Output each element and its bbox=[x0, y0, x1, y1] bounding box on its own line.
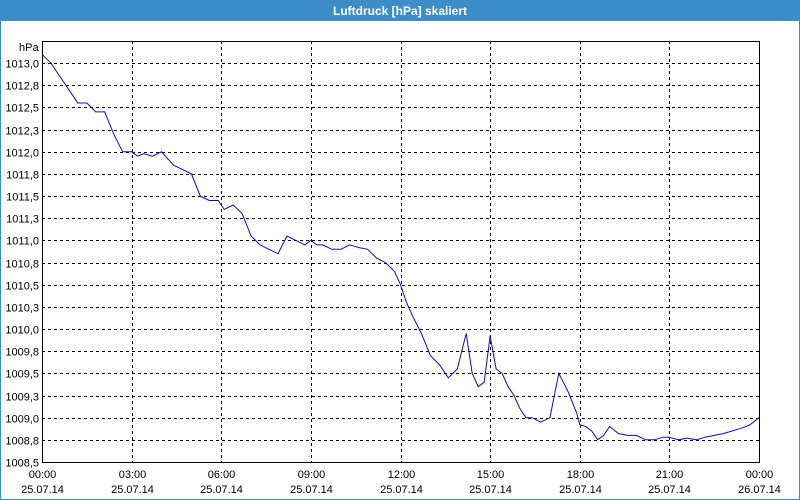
y-tick-label: 1011,8 bbox=[6, 170, 39, 182]
y-tick-label: 1011,0 bbox=[6, 236, 39, 248]
x-tick-date-label: 25.07.14 bbox=[469, 484, 512, 496]
y-tick-label: 1013,0 bbox=[5, 59, 39, 71]
x-tick-time-label: 03:00 bbox=[119, 469, 147, 481]
y-tick-label: 1012,3 bbox=[5, 126, 39, 138]
x-tick-time-label: 18:00 bbox=[567, 469, 595, 481]
y-axis-unit-label: hPa bbox=[19, 42, 39, 54]
y-axis-ticks: 1008,5 1008,8 1009,0 1009,3 1009,5 1009,8 1010… bbox=[5, 59, 39, 470]
x-tick-time-label: 09:00 bbox=[298, 469, 326, 481]
window-title: Luftdruck [hPa] skaliert bbox=[1, 1, 799, 21]
y-tick-label: 1012,5 bbox=[5, 103, 39, 115]
x-axis-ticks: 00:00 25.07.14 03:00 25.07.14 06:00 25.07.14 0… bbox=[21, 469, 781, 496]
y-tick-label: 1010,0 bbox=[5, 325, 39, 337]
plot-frame bbox=[42, 41, 760, 463]
x-tick-time-label: 06:00 bbox=[208, 469, 236, 481]
chart-grid bbox=[42, 41, 760, 463]
x-tick-date-label: 26.07.14 bbox=[738, 484, 781, 496]
y-tick-label: 1010,5 bbox=[5, 281, 39, 293]
y-tick-label: 1009,5 bbox=[5, 369, 39, 381]
x-tick-date-label: 25.07.14 bbox=[290, 484, 333, 496]
x-tick-time-label: 21:00 bbox=[656, 469, 684, 481]
x-tick-time-label: 15:00 bbox=[477, 469, 505, 481]
y-tick-label: 1009,3 bbox=[5, 392, 39, 404]
y-tick-label: 1012,8 bbox=[5, 81, 39, 93]
y-tick-label: 1009,0 bbox=[5, 414, 39, 426]
x-tick-date-label: 25.07.14 bbox=[559, 484, 602, 496]
series-line bbox=[41, 53, 760, 441]
y-tick-label: 1011,5 bbox=[6, 192, 39, 204]
y-tick-label: 1012,0 bbox=[5, 148, 39, 160]
x-tick-time-label: 00:00 bbox=[29, 469, 57, 481]
x-tick-date-label: 25.07.14 bbox=[111, 484, 154, 496]
x-tick-date-label: 25.07.14 bbox=[21, 484, 64, 496]
y-tick-label: 1008,8 bbox=[5, 436, 39, 448]
y-tick-label: 1011,3 bbox=[6, 214, 39, 226]
y-tick-label: 1010,3 bbox=[5, 303, 39, 315]
x-tick-date-label: 25.07.14 bbox=[648, 484, 691, 496]
series-group bbox=[41, 53, 760, 441]
x-tick-date-label: 25.07.14 bbox=[200, 484, 243, 496]
x-tick-time-label: 12:00 bbox=[388, 469, 416, 481]
y-tick-label: 1008,5 bbox=[5, 458, 39, 470]
x-tick-time-label: 00:00 bbox=[746, 469, 774, 481]
y-tick-label: 1009,8 bbox=[5, 347, 39, 359]
x-tick-date-label: 25.07.14 bbox=[380, 484, 423, 496]
y-tick-label: 1010,8 bbox=[5, 259, 39, 271]
